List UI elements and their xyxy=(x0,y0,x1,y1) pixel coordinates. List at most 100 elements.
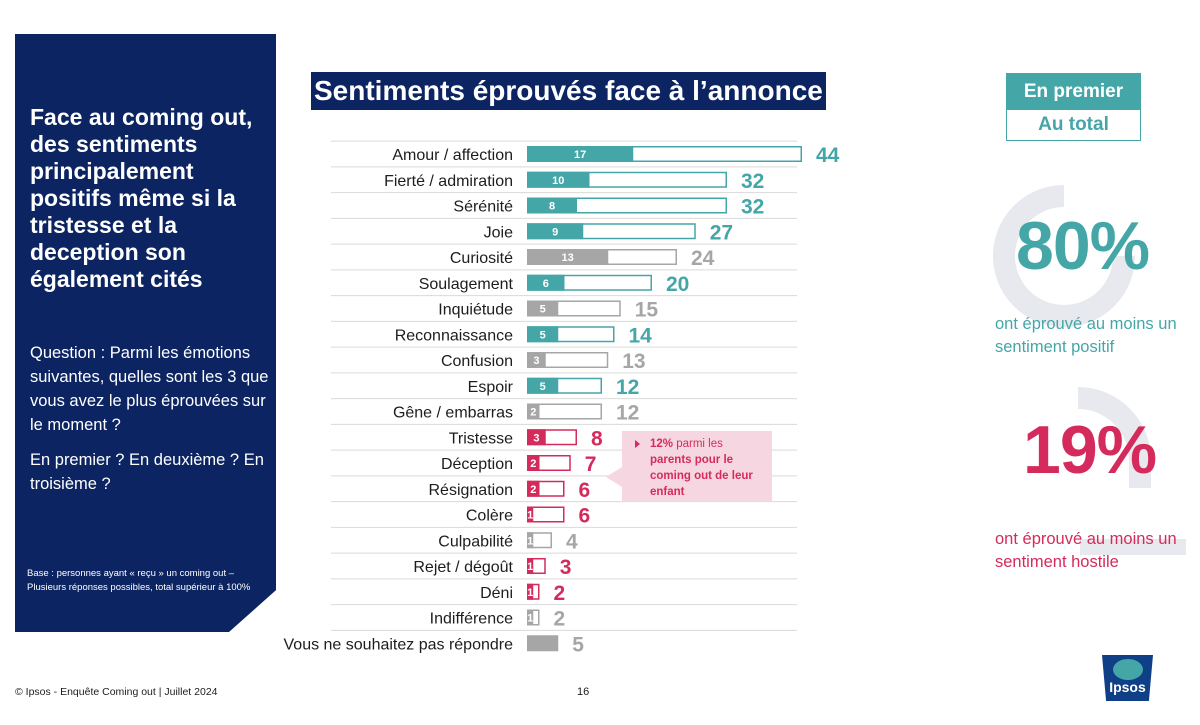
category-label: Culpabilité xyxy=(438,533,513,550)
bar-total-label: 32 xyxy=(741,170,764,193)
bar-first xyxy=(527,274,565,291)
callout-text: parmi les xyxy=(673,438,723,450)
bar-first xyxy=(527,146,634,162)
bar-first xyxy=(527,377,559,394)
bar-total-label: 15 xyxy=(635,299,659,322)
bar-first-label: 5 xyxy=(540,304,546,316)
bar-first-label: 2 xyxy=(530,484,536,496)
category-label: Espoir xyxy=(468,379,514,396)
bar-total-label: 5 xyxy=(572,633,584,656)
bar-first xyxy=(527,532,534,549)
page-number: 16 xyxy=(577,686,590,698)
bar-total-label: 13 xyxy=(622,350,645,373)
bar-total-label: 12 xyxy=(616,402,639,425)
bar-first xyxy=(527,429,546,446)
bar-total-label: 8 xyxy=(591,427,603,450)
chart-title: Sentiments éprouvés face à l’annonce xyxy=(311,72,826,110)
category-label: Reconnaissance xyxy=(395,327,513,344)
category-label: Vous ne souhaitez pas répondre xyxy=(284,636,514,653)
bar-first xyxy=(527,455,540,471)
bar-first xyxy=(527,326,559,343)
category-label: Tristesse xyxy=(449,430,513,447)
bar-first-label: 13 xyxy=(562,252,574,264)
bar-first-label: 9 xyxy=(552,226,558,238)
bar-total-label: 32 xyxy=(741,196,764,219)
bar-first xyxy=(527,223,584,240)
bar-total-label: 20 xyxy=(666,273,689,296)
survey-question-followup: En premier ? En deuxième ? En troisième … xyxy=(30,451,264,493)
bar-first-label: 2 xyxy=(530,407,536,419)
bar-first xyxy=(527,249,609,265)
category-label: Déni xyxy=(480,585,513,602)
bar-total-label: 3 xyxy=(560,556,572,579)
bar-first-label: 6 xyxy=(543,278,549,290)
bar-first-label: 8 xyxy=(549,201,555,213)
category-label: Sérénité xyxy=(453,199,513,216)
left-panel: Face au coming out, des sentiments princ… xyxy=(15,34,276,632)
bar-total-label: 6 xyxy=(579,479,591,502)
bar-total-label: 4 xyxy=(566,530,578,553)
category-label: Rejet / dégoût xyxy=(413,559,513,576)
bar-first xyxy=(527,480,540,497)
category-label: Résignation xyxy=(429,482,514,499)
bar-first xyxy=(527,300,559,317)
category-label: Colère xyxy=(466,508,513,525)
footer-copyright: © Ipsos - Enquête Coming out | Juillet 2… xyxy=(15,686,218,698)
bar-first-label: 1 xyxy=(527,587,533,599)
category-label: Soulagement xyxy=(419,276,514,293)
bar-first-label: 3 xyxy=(533,355,539,367)
logo-text: Ipsos xyxy=(1109,679,1146,695)
bar-total-label: 24 xyxy=(691,247,715,270)
kpi-hostile-value: 19% xyxy=(1023,412,1157,488)
legend-total: Au total xyxy=(1038,114,1109,135)
bar-first-label: 2 xyxy=(530,458,536,470)
bar-first xyxy=(527,558,534,574)
bullet-arrow-icon xyxy=(635,440,640,448)
kpi-positive-label: ont éprouvé au moins un sentiment positi… xyxy=(995,315,1177,356)
bar-total-label: 44 xyxy=(816,144,840,167)
bar-total xyxy=(527,635,559,652)
bar-total-label: 27 xyxy=(710,221,733,244)
callout-percent: 12% xyxy=(650,438,674,450)
callout-group: parents pour le coming out de leur enfan… xyxy=(650,454,753,498)
bar-total-label: 6 xyxy=(579,505,591,528)
category-label: Joie xyxy=(484,224,513,241)
panel-headline: Face au coming out, des sentiments princ… xyxy=(30,104,253,292)
parents-callout: 12% parmi les parents pour le coming out… xyxy=(606,431,772,502)
bar-first-label: 1 xyxy=(527,561,533,573)
bar-first-label: 10 xyxy=(552,175,564,187)
category-label: Inquiétude xyxy=(438,302,513,319)
legend: En premier Au total xyxy=(1006,73,1141,141)
bar-first xyxy=(527,583,534,600)
category-label: Fierté / admiration xyxy=(384,173,513,190)
bar-first-label: 5 xyxy=(540,381,546,393)
bar-first-label: 5 xyxy=(540,329,546,341)
bar-first xyxy=(527,352,546,368)
category-label: Indifférence xyxy=(430,611,513,628)
bar-first-label: 1 xyxy=(527,613,533,625)
category-label: Gêne / embarras xyxy=(393,405,513,422)
bar-first-label: 3 xyxy=(533,432,539,444)
bar-first xyxy=(527,609,534,626)
kpi-positive-value: 80% xyxy=(1016,208,1150,284)
bar-total-label: 7 xyxy=(585,453,597,476)
logo-mark-icon xyxy=(1113,659,1143,680)
category-label: Amour / affection xyxy=(392,147,513,164)
category-label: Déception xyxy=(441,456,513,473)
bar-first-label: 1 xyxy=(527,535,533,547)
legend-first: En premier xyxy=(1007,74,1140,110)
bar-first xyxy=(527,506,534,523)
bar-first-label: 17 xyxy=(574,149,586,161)
bar-first xyxy=(527,171,590,188)
bar-total-label: 2 xyxy=(554,582,566,605)
bar-total-label: 12 xyxy=(616,376,639,399)
bar-total-label: 2 xyxy=(554,608,566,631)
bar-first xyxy=(527,197,577,214)
category-label: Curiosité xyxy=(450,250,513,267)
bar-first xyxy=(527,403,540,420)
survey-question: Question : Parmi les émotions suivantes,… xyxy=(30,344,269,434)
bar-total-label: 14 xyxy=(629,324,653,347)
category-label: Confusion xyxy=(441,353,513,370)
base-note: Base : personnes ayant « reçu » un comin… xyxy=(27,568,251,593)
